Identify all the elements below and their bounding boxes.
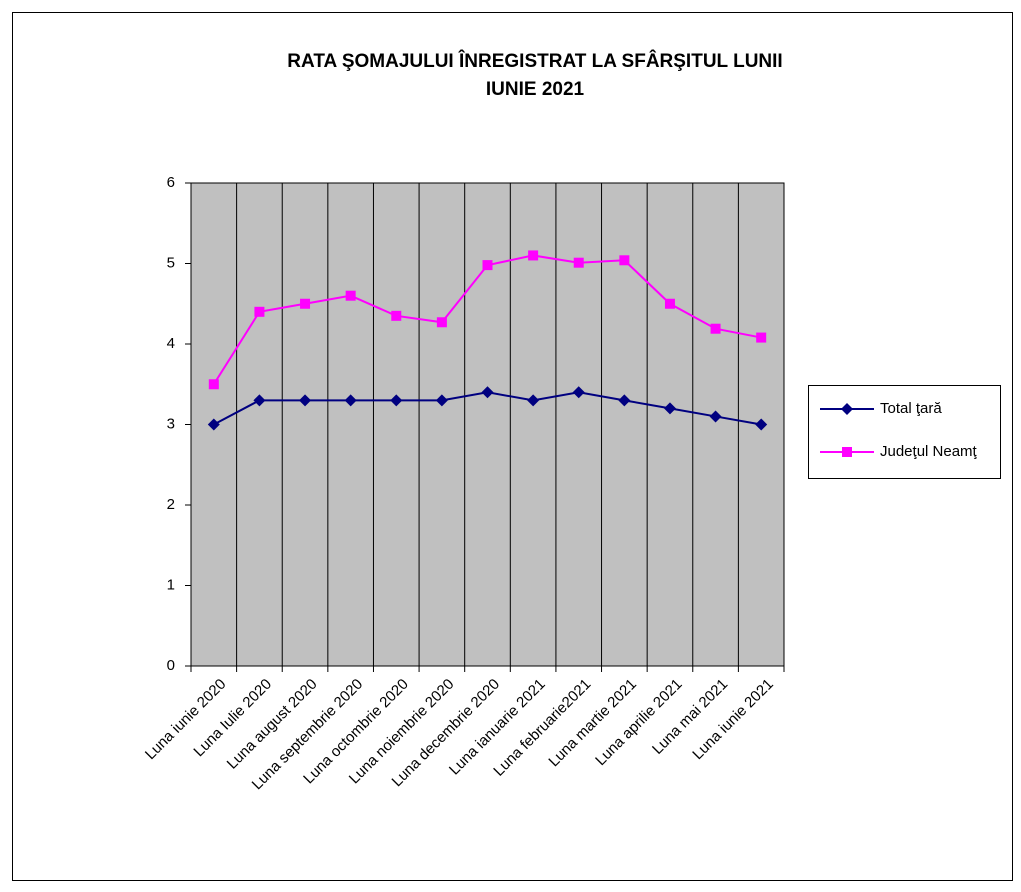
- y-tick-label: 2: [167, 496, 175, 513]
- y-tick-label: 1: [167, 576, 175, 593]
- data-point: [253, 394, 266, 407]
- legend-marker: [841, 403, 853, 415]
- data-point: [528, 250, 539, 261]
- chart-title: RATA ŞOMAJULUI ÎNREGISTRAT LA SFÂRŞITUL …: [287, 50, 782, 72]
- legend: Total ţară Judeţul Neamţ: [808, 385, 1001, 479]
- data-point: [572, 386, 585, 399]
- data-point: [344, 394, 357, 407]
- data-point: [481, 386, 494, 399]
- data-point: [436, 317, 447, 328]
- data-point: [756, 332, 767, 343]
- legend-box: [808, 385, 1001, 479]
- data-point: [391, 310, 402, 321]
- data-point: [618, 394, 631, 407]
- data-point: [435, 394, 448, 407]
- y-tick-label: 0: [167, 657, 175, 674]
- data-point: [710, 323, 721, 334]
- data-point: [663, 402, 676, 415]
- data-point: [482, 260, 493, 271]
- data-point: [755, 418, 768, 431]
- plot-area: [190, 182, 785, 667]
- data-point: [207, 418, 220, 431]
- data-point: [345, 290, 356, 301]
- data-point: [254, 306, 265, 317]
- data-point: [390, 394, 403, 407]
- data-point: [527, 394, 540, 407]
- y-tick-label: 6: [167, 174, 175, 191]
- legend-label: Judeţul Neamţ: [880, 443, 978, 460]
- y-tick-label: 3: [167, 415, 175, 432]
- y-tick-label: 5: [167, 254, 175, 271]
- data-point: [299, 394, 312, 407]
- legend-label: Total ţară: [880, 400, 942, 417]
- y-tick-label: 4: [167, 335, 175, 352]
- data-point: [573, 257, 584, 268]
- data-point: [300, 298, 311, 309]
- data-point: [208, 379, 219, 390]
- data-point: [664, 298, 675, 309]
- chart-title: IUNIE 2021: [486, 79, 585, 100]
- data-point: [619, 255, 630, 266]
- legend-marker: [842, 447, 852, 457]
- data-point: [709, 410, 722, 423]
